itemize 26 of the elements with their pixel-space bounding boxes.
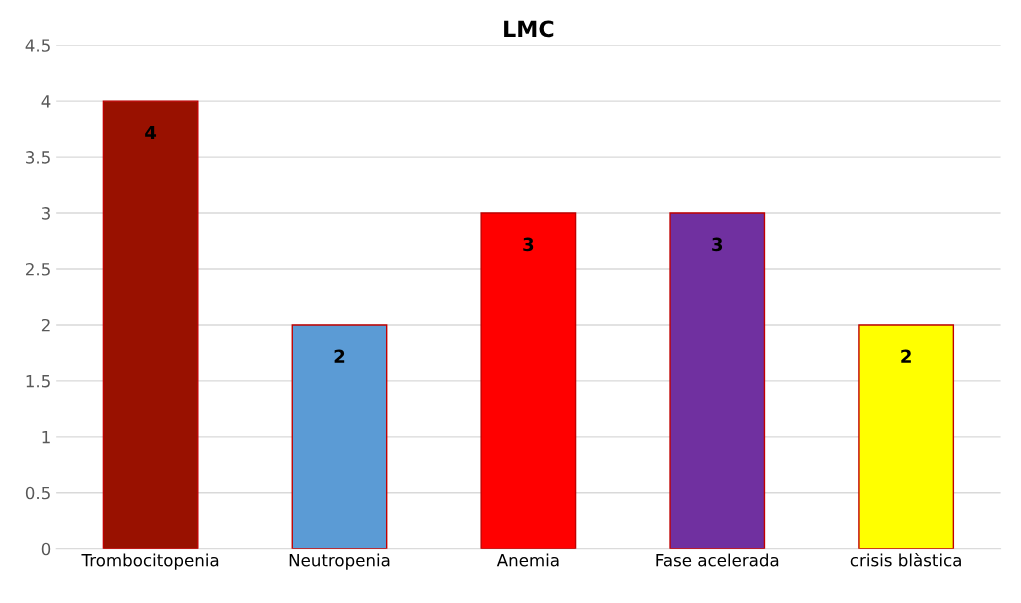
bar xyxy=(480,212,577,549)
y-tick-label: 1 xyxy=(42,431,50,444)
bar xyxy=(102,100,199,549)
y-tick-label: 1.5 xyxy=(26,375,50,388)
bar xyxy=(858,324,955,549)
chart-title: LMC xyxy=(504,20,554,38)
x-tick-label: crisis blàstica xyxy=(850,552,961,567)
y-tick-label: 3.5 xyxy=(26,151,50,164)
bar xyxy=(291,324,388,549)
x-tick-label: Trombocitopenia xyxy=(81,553,219,570)
y-tick-label: 4.5 xyxy=(25,39,50,52)
bar xyxy=(669,212,766,549)
y-tick-label: 4 xyxy=(41,95,51,108)
data-label: 3 xyxy=(523,237,534,252)
x-tick-label: Anemia xyxy=(496,553,559,567)
data-label: 3 xyxy=(712,237,723,252)
y-tick-label: 3 xyxy=(41,207,50,220)
y-tick-label: 2.5 xyxy=(26,262,50,276)
y-tick-label: 2 xyxy=(41,318,50,332)
data-label: 2 xyxy=(334,349,345,363)
x-tick-label: Neutropenia xyxy=(289,553,390,570)
x-tick-label: Fase acelerada xyxy=(656,553,779,567)
data-label: 2 xyxy=(901,349,911,363)
y-tick-label: 0.5 xyxy=(25,486,50,500)
data-label: 4 xyxy=(145,125,157,140)
y-tick-label: 0 xyxy=(41,542,51,556)
